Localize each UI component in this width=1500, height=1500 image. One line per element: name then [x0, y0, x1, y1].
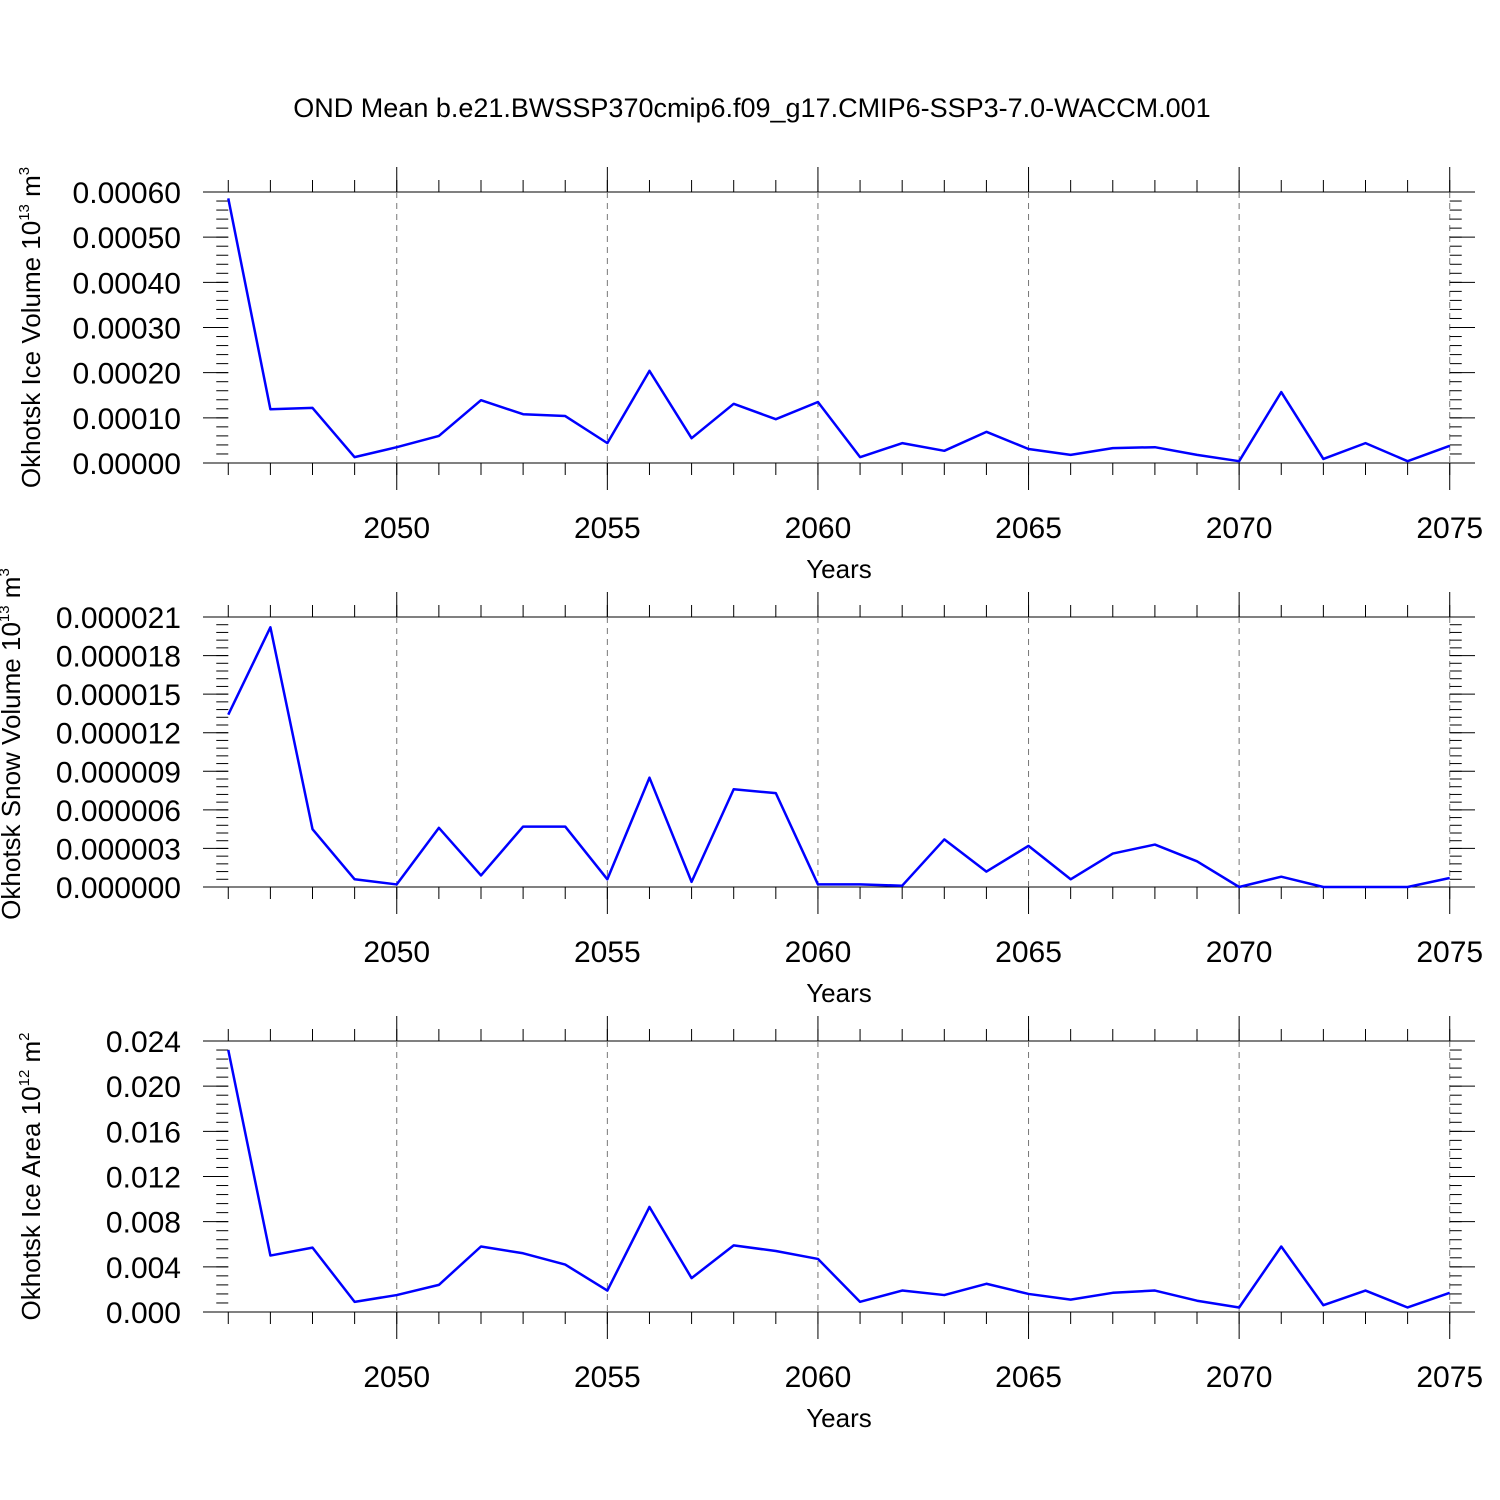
y-tick-label: 0.012 [106, 1162, 181, 1195]
x-tick-label: 2055 [574, 512, 641, 545]
x-tick-label: 2065 [995, 512, 1062, 545]
y-tick-label: 0.000 [106, 1297, 181, 1330]
data-line [227, 198, 1451, 463]
y-tick-label: 0.000009 [56, 756, 181, 789]
y-axis-label-text: Okhotsk Ice Volume 10 [16, 221, 46, 488]
x-tick-label: 2055 [574, 1361, 641, 1394]
x-tick-label: 2070 [1206, 512, 1273, 545]
y-tick-label: 0.000021 [56, 602, 181, 635]
y-tick-label: 0.000018 [56, 641, 181, 674]
y-axis-label-unit: m [16, 175, 46, 204]
y-tick-label: 0.00060 [73, 177, 181, 210]
y-axis-label: Okhotsk Ice Area 1012 m2 [16, 1032, 46, 1320]
y-tick-label: 0.008 [106, 1207, 181, 1240]
y-tick-label: 0.000000 [56, 872, 181, 905]
x-axis-label: Years [806, 554, 872, 584]
x-tick-label: 2075 [1416, 936, 1483, 969]
x-tick-label: 2075 [1416, 512, 1483, 545]
y-tick-label: 0.000006 [56, 795, 181, 828]
x-tick-label: 2050 [363, 512, 430, 545]
y-axis-label-unit-exponent: 3 [16, 167, 33, 175]
x-tick-label: 2070 [1206, 936, 1273, 969]
x-tick-label: 2055 [574, 936, 641, 969]
data-line [227, 1049, 1451, 1309]
y-tick-label: 0.00010 [73, 403, 181, 436]
y-tick-label: 0.00030 [73, 313, 181, 346]
y-tick-label: 0.004 [106, 1252, 181, 1285]
data-line [227, 626, 1450, 889]
x-tick-label: 2065 [995, 1361, 1062, 1394]
y-axis-label-unit-exponent: 2 [16, 1032, 33, 1040]
y-axis-label-exponent: 13 [16, 204, 33, 221]
x-tick-label: 2050 [363, 1361, 430, 1394]
x-axis-label: Years [806, 1403, 872, 1433]
y-axis-label: Okhotsk Ice Volume 1013 m3 [16, 167, 46, 488]
y-tick-label: 0.016 [106, 1116, 181, 1149]
y-tick-label: 0.024 [106, 1026, 181, 1059]
x-tick-label: 2050 [363, 936, 430, 969]
y-axis-label-unit-exponent: 3 [0, 568, 13, 576]
x-axis-label: Years [806, 978, 872, 1008]
y-axis-label-exponent: 13 [0, 605, 13, 622]
x-tick-label: 2075 [1416, 1361, 1483, 1394]
x-tick-label: 2060 [785, 1361, 852, 1394]
y-axis-label-text: Okhotsk Snow Volume 10 [0, 622, 26, 920]
y-tick-label: 0.000012 [56, 718, 181, 751]
x-tick-label: 2065 [995, 936, 1062, 969]
y-axis-label: Okhotsk Snow Volume 1013 m3 [0, 568, 26, 920]
y-axis-label-unit: m [16, 1041, 46, 1070]
x-tick-label: 2060 [785, 936, 852, 969]
y-tick-label: 0.00000 [73, 448, 181, 481]
y-tick-label: 0.00050 [73, 222, 181, 255]
y-axis-label-exponent: 12 [16, 1070, 33, 1087]
x-tick-label: 2070 [1206, 1361, 1273, 1394]
y-tick-label: 0.000015 [56, 679, 181, 712]
y-tick-label: 0.00020 [73, 358, 181, 391]
figure-title: OND Mean b.e21.BWSSP370cmip6.f09_g17.CMI… [293, 93, 1210, 123]
y-axis-label-unit: m [0, 577, 26, 606]
y-axis-label-text: Okhotsk Ice Area 10 [16, 1086, 46, 1320]
x-tick-label: 2060 [785, 512, 852, 545]
y-tick-label: 0.000003 [56, 833, 181, 866]
y-tick-label: 0.020 [106, 1071, 181, 1104]
y-tick-label: 0.00040 [73, 267, 181, 300]
